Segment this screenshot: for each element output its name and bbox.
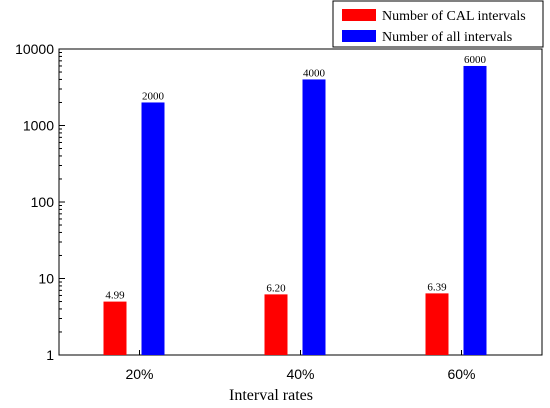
y-tick-label: 1 [46, 347, 54, 363]
y-axis: 1 10 100 1000 10000 [15, 41, 65, 363]
x-tick-label: 60% [447, 366, 475, 382]
bar-data-label: 6.20 [266, 282, 286, 294]
bar-data-label: 2000 [142, 90, 165, 102]
bar-all-intervals [463, 65, 487, 355]
legend-swatch-cal [342, 9, 376, 21]
bar-data-label: 6.39 [427, 281, 447, 293]
y-tick-label: 100 [31, 194, 55, 210]
x-axis: 20% 40% 60% [125, 350, 476, 382]
bar-data-label: 4.99 [105, 290, 125, 302]
bar-data-label: 6000 [464, 54, 487, 66]
legend: Number of CAL intervals Number of all in… [332, 0, 544, 48]
bar-cal-intervals [264, 294, 288, 355]
x-tick-label: 40% [286, 366, 314, 382]
x-axis-title: Interval rates [229, 387, 313, 404]
bars-group [103, 65, 487, 355]
bar-all-intervals [302, 79, 326, 355]
legend-label-cal: Number of CAL intervals [382, 9, 526, 24]
bar-all-intervals [141, 102, 165, 355]
y-tick-label: 10 [38, 271, 54, 287]
y-tick-label: 10000 [15, 41, 54, 57]
y-tick-label: 1000 [23, 118, 54, 134]
bar-cal-intervals [425, 293, 449, 355]
x-tick-label: 20% [125, 366, 153, 382]
legend-swatch-all [342, 30, 376, 42]
legend-label-all: Number of all intervals [382, 30, 512, 45]
data-labels-group: 4.99 2000 6.20 4000 6.39 6000 [105, 54, 486, 302]
bar-cal-intervals [103, 301, 127, 355]
bar-data-label: 4000 [303, 67, 326, 79]
